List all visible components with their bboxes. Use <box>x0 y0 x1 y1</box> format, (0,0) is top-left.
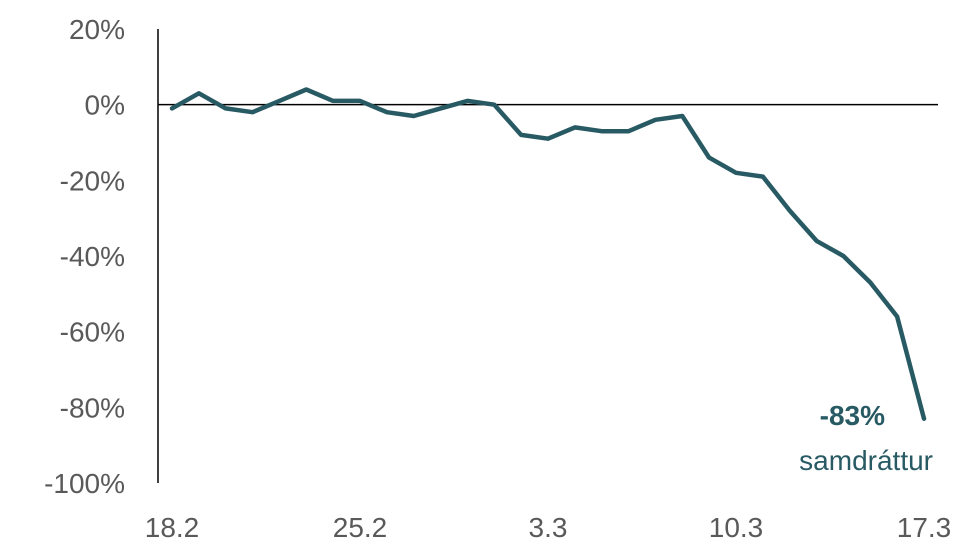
x-tick-label: 3.3 <box>529 512 568 542</box>
y-tick-label: 20% <box>69 14 125 45</box>
x-tick-label: 18.2 <box>145 512 200 542</box>
y-tick-label: -60% <box>60 317 125 348</box>
y-tick-label: -100% <box>44 468 125 499</box>
y-tick-label: -40% <box>60 241 125 272</box>
x-tick-label: 25.2 <box>333 512 388 542</box>
y-tick-label: -20% <box>60 165 125 196</box>
annotation-value: -83% <box>820 400 885 431</box>
series-line <box>169 87 927 421</box>
y-tick-label: -80% <box>60 392 125 423</box>
annotation-text: samdráttur <box>799 445 933 476</box>
x-tick-label: 17.3 <box>897 512 952 542</box>
x-tick-label: 10.3 <box>709 512 764 542</box>
y-tick-label: 0% <box>85 90 125 121</box>
